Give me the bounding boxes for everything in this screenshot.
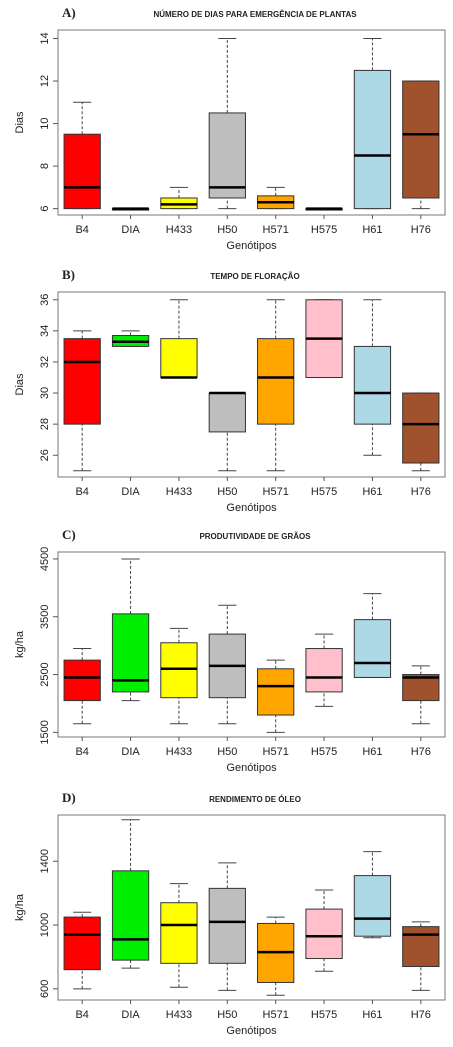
x-tick-label: H76 [411,224,431,236]
x-tick-label: H433 [166,746,192,758]
panel-title: RENDIMENTO DE ÓLEO [209,795,301,804]
box [305,908,343,960]
box [402,392,440,464]
x-tick-label: H76 [411,746,431,758]
box [257,338,295,425]
y-tick-label: 10 [39,117,51,129]
y-tick-label: 1500 [39,720,51,744]
box [353,619,392,678]
y-tick-label: 28 [39,418,51,430]
box [305,648,343,693]
x-tick-label: H433 [166,1009,192,1021]
box [402,80,440,199]
plot-frame [57,29,446,216]
y-tick-label: 6 [39,206,51,212]
x-tick-label: H575 [311,486,337,498]
box [208,887,246,964]
x-tick-label: H50 [217,746,237,758]
x-axis-label: Genótipos [226,1025,277,1037]
box [160,338,198,379]
x-tick-label: DIA [121,224,140,236]
x-tick-label: H571 [263,1009,289,1021]
y-axis-label: kg/ha [14,630,26,658]
x-tick-label: H61 [362,486,382,498]
box [208,112,246,199]
x-tick-label: H61 [362,746,382,758]
y-tick-label: 4500 [39,547,51,571]
x-tick-label: H571 [263,746,289,758]
y-tick-label: 2500 [39,662,51,686]
y-tick-label: 8 [39,163,51,169]
y-tick-label: 32 [39,356,51,368]
box [353,69,392,210]
y-tick-label: 30 [39,387,51,399]
x-tick-label: H76 [411,1009,431,1021]
x-tick-label: B4 [75,746,88,758]
x-axis-label: Genótipos [226,240,277,252]
panel-label: A) [62,5,76,20]
panel-label: D) [62,790,76,805]
x-tick-label: H575 [311,224,337,236]
panel-label: C) [62,527,76,542]
x-tick-label: DIA [121,1009,140,1021]
x-tick-label: H50 [217,224,237,236]
x-axis-label: Genótipos [226,502,277,514]
y-tick-label: 3500 [39,605,51,629]
plot-frame [57,291,446,478]
box [111,613,150,693]
x-tick-label: H571 [263,224,289,236]
box [402,926,440,968]
x-tick-label: H76 [411,486,431,498]
x-tick-label: B4 [75,486,88,498]
panel-title: PRODUTIVIDADE DE GRÃOS [199,532,311,541]
x-tick-label: H575 [311,746,337,758]
x-tick-label: H61 [362,1009,382,1021]
plot-frame [57,814,446,1001]
y-axis-label: Dias [14,373,26,396]
y-tick-label: 1400 [39,849,51,873]
box [63,338,101,425]
x-tick-label: B4 [75,1009,88,1021]
x-tick-label: H571 [263,486,289,498]
y-axis-label: kg/ha [14,893,26,921]
y-tick-label: 34 [39,325,51,337]
box [63,916,101,971]
x-tick-label: DIA [121,746,140,758]
box [353,345,392,425]
panel-title: NÚMERO DE DIAS PARA EMERGÊNCIA DE PLANTA… [153,10,357,19]
y-tick-label: 1000 [39,913,51,937]
y-tick-label: 600 [39,980,51,998]
y-axis-label: Dias [14,111,26,134]
x-tick-label: H50 [217,486,237,498]
plot-frame [57,551,446,738]
panel-title: TEMPO DE FLORAÇÃO [210,272,299,281]
x-axis-label: Genótipos [226,762,277,774]
x-tick-label: H433 [166,486,192,498]
y-tick-label: 12 [39,75,51,87]
x-tick-label: DIA [121,486,140,498]
box [208,392,246,433]
y-tick-label: 36 [39,294,51,306]
box [160,642,198,699]
x-tick-label: H433 [166,224,192,236]
x-tick-label: H575 [311,1009,337,1021]
panel-label: B) [62,267,75,282]
x-tick-label: H50 [217,1009,237,1021]
box [257,668,295,716]
box [402,674,440,702]
x-tick-label: B4 [75,224,88,236]
box [111,870,150,961]
box [160,902,198,964]
x-tick-label: H61 [362,224,382,236]
y-tick-label: 26 [39,449,51,461]
box [63,133,101,210]
y-tick-label: 14 [39,32,51,44]
box [353,875,392,937]
box [63,659,101,702]
